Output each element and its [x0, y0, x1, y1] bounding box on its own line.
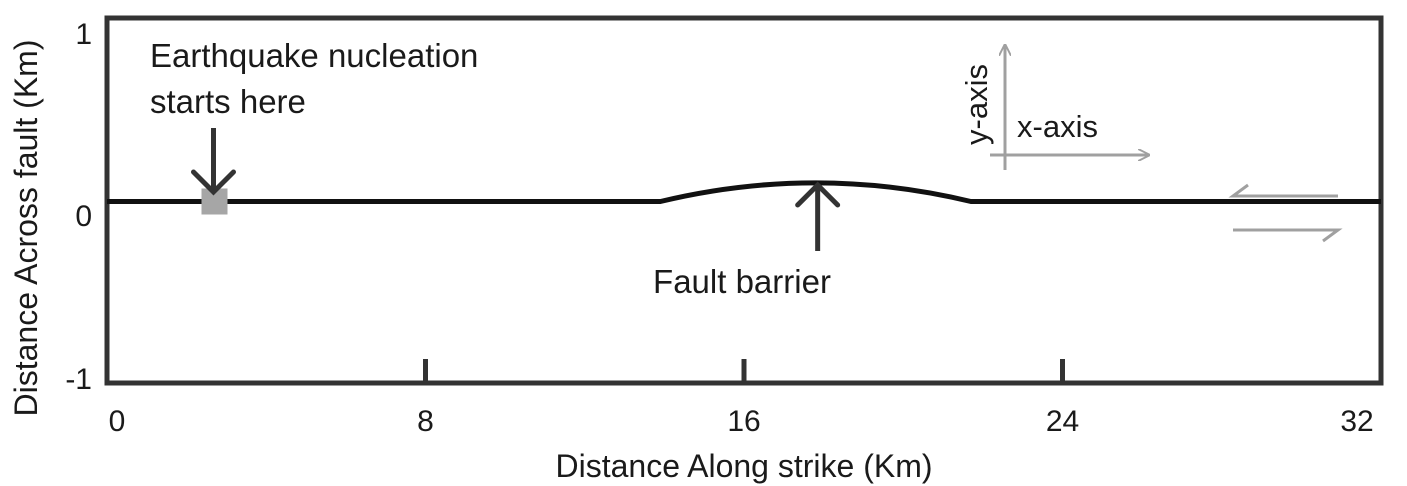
nucleation-label-line1: Earthquake nucleation — [150, 37, 478, 74]
y-axis-title: Distance Across fault (Km) — [8, 40, 44, 417]
y-tick-label-0: 0 — [75, 200, 92, 233]
x-tick-label-16: 16 — [727, 405, 760, 438]
x-tick-label-32: 32 — [1340, 405, 1373, 438]
barrier-arrow — [795, 181, 841, 251]
x-axis-title: Distance Along strike (Km) — [555, 448, 932, 484]
y-tick-label--1: -1 — [65, 363, 92, 396]
x-tick-label-24: 24 — [1046, 405, 1079, 438]
x-tick-marks — [423, 359, 1065, 383]
fault-line — [107, 180, 1381, 204]
x-tick-label-0: 0 — [109, 405, 126, 438]
shear-sense-arrows — [1228, 183, 1343, 243]
nucleation-arrow — [190, 128, 236, 196]
y-tick-label-1: 1 — [75, 18, 92, 51]
compass: x-axis y-axis — [959, 45, 1149, 170]
shear-arrow-left — [1228, 183, 1338, 198]
x-tick-label-8: 8 — [417, 405, 434, 438]
y-tick-labels: 1 0 -1 — [65, 18, 92, 396]
nucleation-arrow-head — [190, 169, 236, 196]
barrier-label: Fault barrier — [653, 263, 831, 300]
shear-arrow-right — [1233, 228, 1343, 243]
nucleation-label-line2: starts here — [150, 83, 306, 120]
x-tick-labels: 0 8 16 24 32 — [109, 405, 1374, 438]
compass-y-label: y-axis — [959, 64, 994, 145]
compass-x-label: x-axis — [1017, 109, 1098, 144]
barrier-arrow-head — [795, 181, 841, 208]
